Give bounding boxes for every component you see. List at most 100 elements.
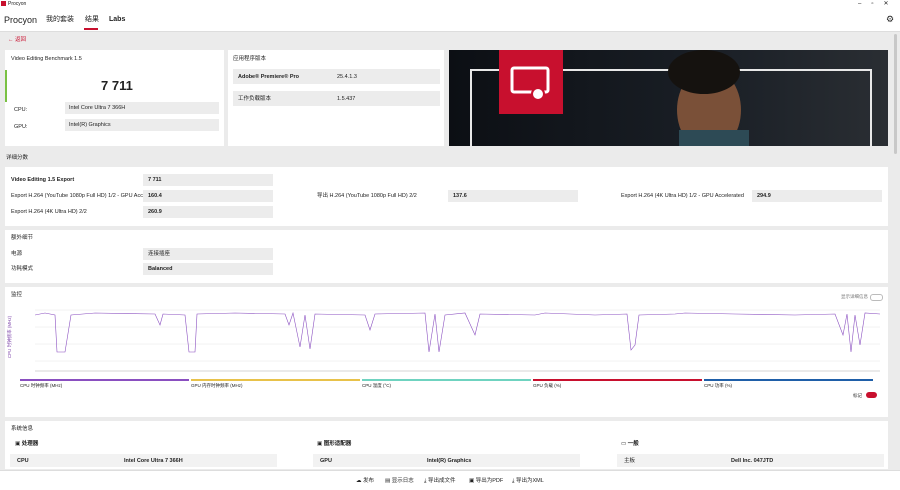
legend-label: CPU 时钟频率 (MHz) [20,383,63,388]
row-value: 260.9 [148,209,162,215]
extra-panel: 额外细节 电源 连接插座 功耗模式 Balanced [5,230,888,283]
legend-label: CPU 温度 (°C) [362,383,392,388]
row-value: Intel(R) Graphics [427,458,472,464]
row-label: 导出 H.264 (YouTube 1080p Full HD) 2/2 [317,193,417,199]
info-row: CPU Intel Core Ultra 7 366H [10,454,277,467]
monitor-chart [35,309,880,372]
legend-label: GPU 负载 (%) [533,383,562,388]
row-label: Export H.264 (4K Ultra HD) 2/2 [11,209,87,215]
legend-swatch [362,379,531,381]
group-title-text: 处理器 [21,441,39,447]
section-title: 详细分数 [6,155,29,161]
section-title: 系统信息 [11,426,34,432]
value-field: 137.6 [448,190,578,202]
row-value: 7 711 [148,177,162,183]
switch[interactable] [866,392,877,398]
value-field: 294.9 [752,190,882,202]
y-axis-label: CPU 时钟频率 (MHz) [7,315,13,359]
cpu-value: Intel Core Ultra 7 366H [69,105,126,111]
row-label: Adobe® Premiere® Pro [238,74,299,80]
gpu-field: Intel(R) Graphics [65,119,219,131]
row-value: Dell Inc. 047JTD [731,458,774,464]
footer-text: 发布 [363,478,375,484]
legend-swatch [704,379,873,381]
row-value: 137.6 [453,193,467,199]
window-controls[interactable]: –▫✕ [858,1,899,7]
hero-image [449,50,888,146]
benchmark-name: Video Editing Benchmark 1.5 [11,56,82,62]
section-title: 监控 [11,292,23,298]
version-row: 工作负载版本 1.5.437 [233,91,440,106]
footer: ☁ 发布 ▤ 显示日志 ⤓ 导出成文件 ▣ 导出为PDF ⤓ 导出为XML [0,470,900,490]
footer-text: 导出成文件 [427,478,456,484]
legend-label: CPU 功率 (%) [704,383,732,388]
version-row: Adobe® Premiere® Pro 25.4.1.3 [233,69,440,84]
footer-text: 导出为XML [515,478,544,484]
tab-indicator [84,28,98,30]
window-title: Procyon [8,1,27,7]
value-field: 7 711 [143,174,273,186]
value-field: 160.4 [143,190,273,202]
row-label: 主板 [624,458,636,464]
group-title: ▣ 图形适配器 [317,441,352,447]
nav-bar: Procyon 我的套装 结果 Labs ⚙ [0,8,900,32]
score-accent [5,70,7,102]
info-row: GPU Intel(R) Graphics [313,454,580,467]
row-value: Balanced [148,266,173,272]
nav-tab[interactable]: 结果 [85,16,99,23]
row-label: CPU [17,458,29,464]
footer-button[interactable]: ⤓ 导出为XML [512,478,544,484]
scrollbar[interactable] [894,34,897,154]
group-title-text: 图形适配器 [323,441,352,447]
row-label: Export H.264 (4K Ultra HD) 1/2 - GPU Acc… [621,193,744,199]
toggle[interactable] [870,294,883,301]
value-field: 260.9 [143,206,273,218]
row-label: 功耗模式 [11,266,34,272]
group-title: ▣ 处理器 [15,441,39,447]
legend-swatch [20,379,189,381]
value-field: 连接插座 [143,248,273,260]
row-label: 电源 [11,251,23,257]
toggle-label: 显示详细信息 [841,294,868,299]
footer-button[interactable]: ☁ 发布 [356,478,375,484]
brand: Procyon [4,15,38,25]
back-link[interactable]: ← 返回 [8,37,27,43]
section-title: 应用程序版本 [233,56,267,62]
row-label: GPU [320,458,332,464]
footer-button[interactable]: ⤓ 导出成文件 [424,478,456,484]
legend-swatch [191,379,360,381]
legend-swatch [533,379,702,381]
footer-text: 显示日志 [391,478,414,484]
score: 7 711 [101,78,133,93]
row-label: Video Editing 1.5 Export [11,177,75,183]
nav-tab[interactable]: Labs [109,16,126,23]
row-value: 连接插座 [148,251,171,257]
row-value: 294.9 [757,193,771,199]
monitor-panel: 监控 显示详细信息 CPU 时钟频率 (MHz) CPU 时钟频率 (MHz) … [5,287,888,417]
value-field: Balanced [143,263,273,275]
settings-icon[interactable]: ⚙ [886,14,895,24]
nav-tab[interactable]: 我的套装 [46,16,74,23]
group-title-text: 一般 [627,441,639,447]
back-text: 返回 [15,37,27,43]
row-label: Export H.264 (YouTube 1080p Full HD) 1/2… [11,193,163,199]
sysinfo-panel: 系统信息 ▣ 处理器 CPU Intel Core Ultra 7 366H ▣… [5,421,888,469]
footer-text: 导出为PDF [475,478,504,484]
app-version-card: 应用程序版本 Adobe® Premiere® Pro 25.4.1.3 工作负… [228,50,444,146]
row-value: 160.4 [148,193,162,199]
group-title: ▭ 一般 [621,441,639,447]
row-value: 1.5.437 [337,96,356,102]
info-row: 主板 Dell Inc. 047JTD [617,454,884,467]
footer-button[interactable]: ▤ 显示日志 [385,478,414,484]
cpu-field: Intel Core Ultra 7 366H [65,102,219,114]
score-card: Video Editing Benchmark 1.5 7 711 CPU: I… [5,50,224,146]
row-value: 25.4.1.3 [337,74,357,80]
app-icon [1,1,6,6]
legend-label: GPU 内存时钟频率 (MHz) [191,383,243,388]
row-value: Intel Core Ultra 7 366H [124,458,183,464]
footer-button[interactable]: ▣ 导出为PDF [469,478,504,484]
gpu-label: GPU: [14,124,28,130]
gpu-value: Intel(R) Graphics [69,122,111,128]
title-bar: Procyon –▫✕ [0,0,900,8]
